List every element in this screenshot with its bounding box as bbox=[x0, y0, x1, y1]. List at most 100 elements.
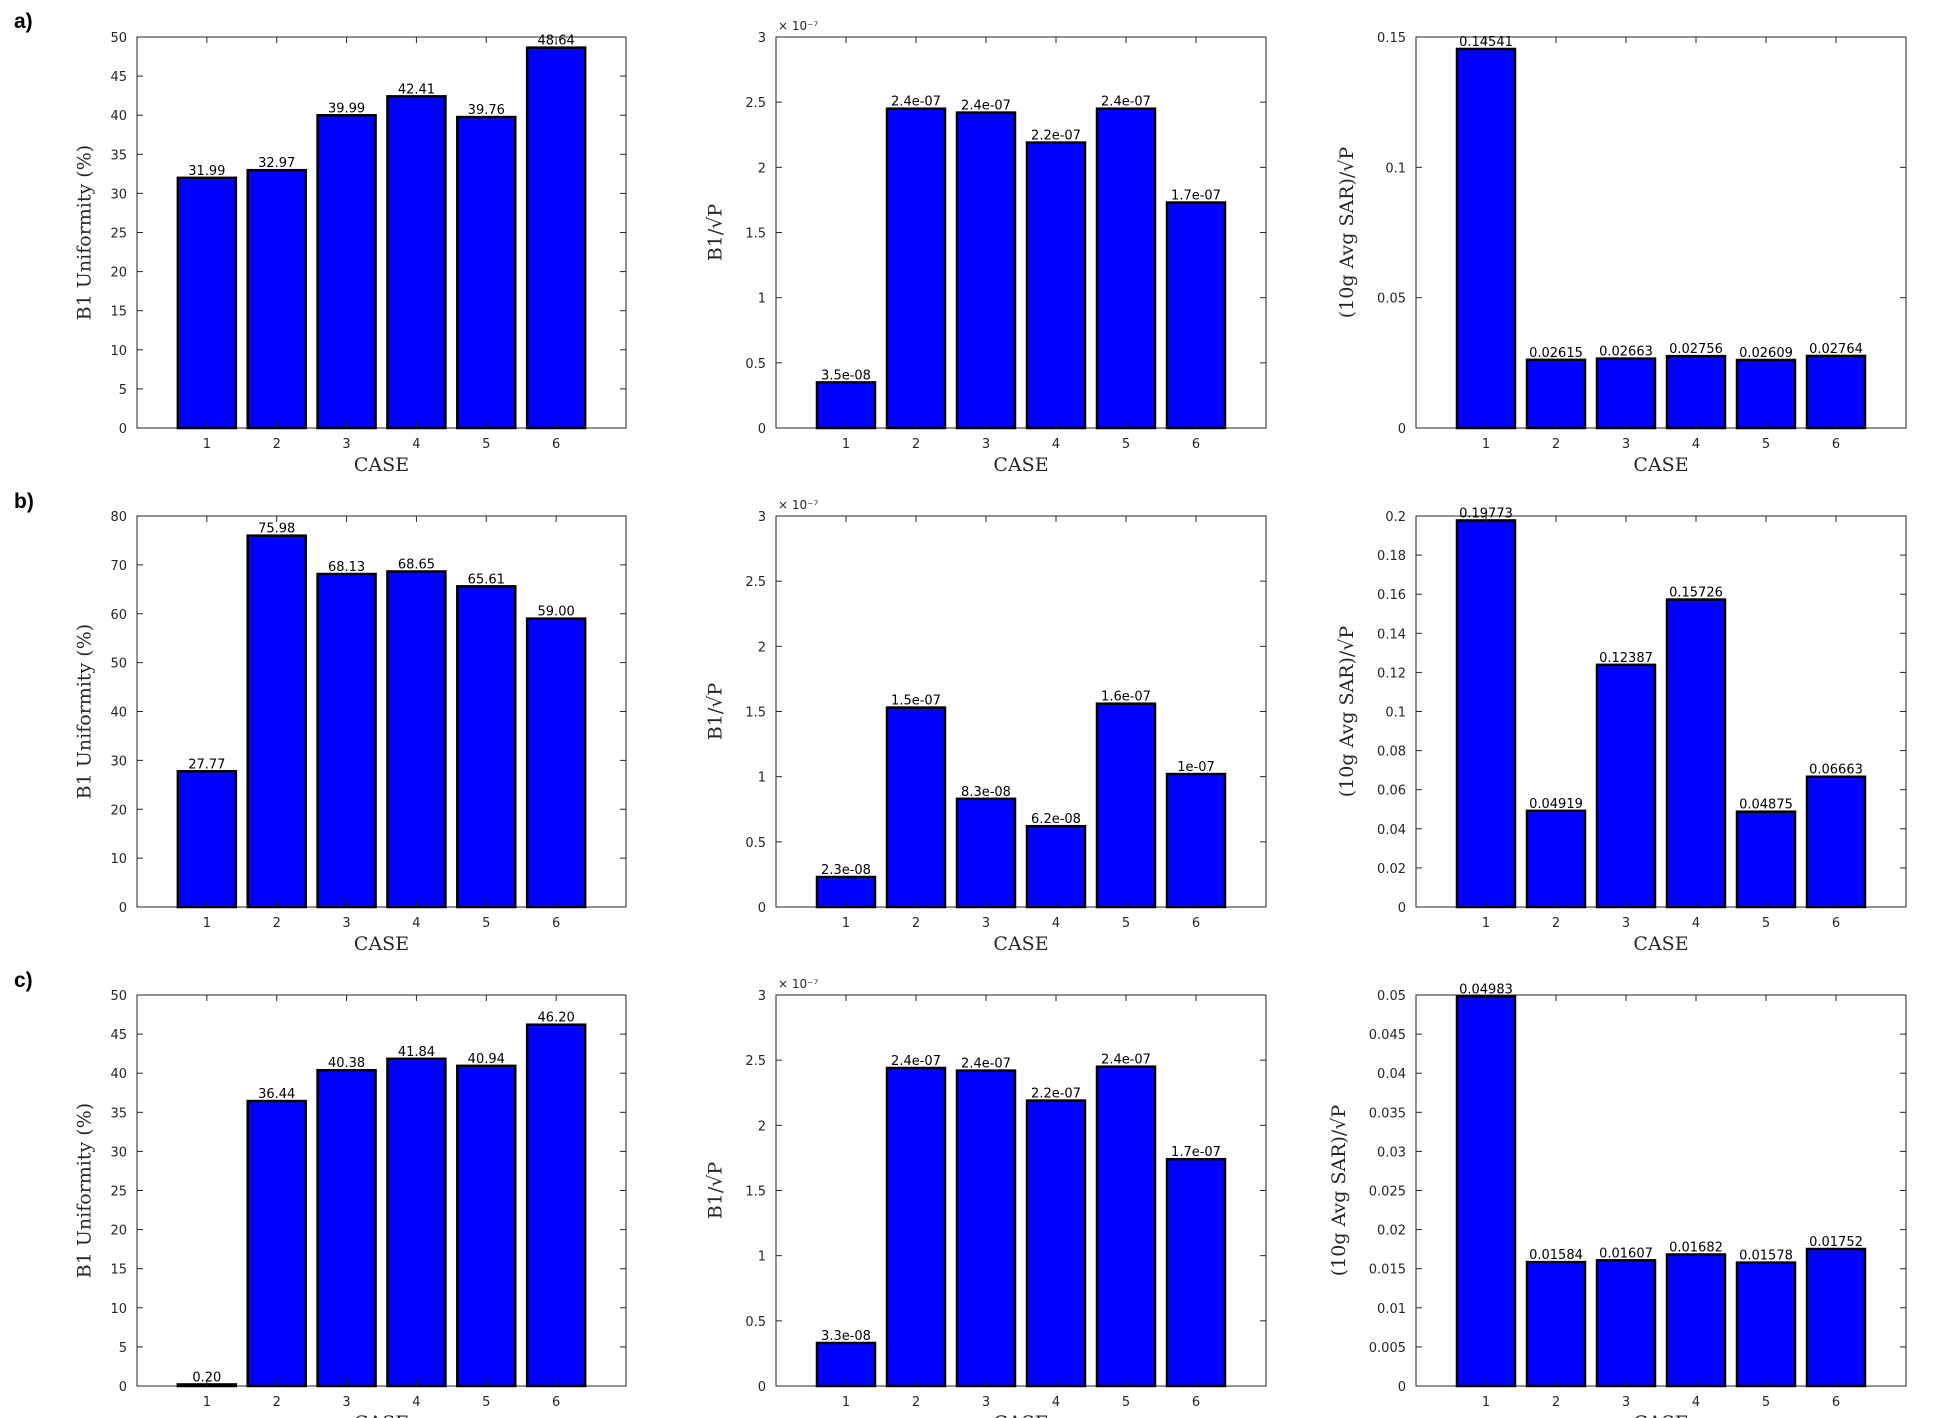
y-tick-label: 1 bbox=[758, 292, 766, 307]
x-axis-title: CASE bbox=[354, 454, 409, 476]
y-tick-label: 60 bbox=[110, 608, 127, 623]
data-label: 40.94 bbox=[468, 1052, 505, 1067]
y-tick-label: 0.01 bbox=[1377, 1302, 1406, 1317]
bar-case-2 bbox=[246, 1099, 307, 1388]
bar-case-6 bbox=[1165, 772, 1227, 909]
data-label: 3.3e-08 bbox=[821, 1329, 871, 1344]
x-tick-label: 6 bbox=[552, 437, 560, 452]
y-tick-label: 0 bbox=[1398, 1380, 1406, 1395]
y-tick-label: 0.04 bbox=[1377, 823, 1406, 838]
x-tick-label: 5 bbox=[1762, 916, 1770, 931]
x-tick-label: 3 bbox=[342, 916, 350, 931]
y-axis-title: (10g Avg SAR)/√P bbox=[1336, 626, 1358, 798]
y-tick-label: 20 bbox=[110, 803, 127, 818]
x-tick-label: 3 bbox=[982, 916, 990, 931]
x-tick-label: 2 bbox=[273, 437, 281, 452]
data-label: 59.00 bbox=[538, 605, 575, 620]
x-axis-title: CASE bbox=[993, 1412, 1048, 1418]
y-tick-label: 0 bbox=[119, 1380, 127, 1395]
bar-case-4 bbox=[1025, 824, 1087, 909]
y-tick-label: 0.04 bbox=[1377, 1067, 1406, 1082]
data-label: 0.04919 bbox=[1529, 797, 1583, 812]
bar-case-3 bbox=[1595, 357, 1657, 430]
data-label: 2.2e-07 bbox=[1031, 1087, 1081, 1102]
y-tick-label: 0 bbox=[1398, 901, 1406, 916]
data-label: 0.12387 bbox=[1599, 651, 1653, 666]
bar-case-3 bbox=[316, 1068, 377, 1388]
panel-label-c: c) bbox=[14, 969, 33, 992]
data-label: 6.2e-08 bbox=[1031, 812, 1081, 827]
x-tick-label: 4 bbox=[1052, 916, 1060, 931]
y-tick-label: 0.08 bbox=[1377, 745, 1406, 760]
chart-8: 3.3e-08 2.4e-07 2.4e-07 2.2e-07 2.4e-07 1.7e-… bbox=[704, 977, 1267, 1418]
y-axis-title: B1 Uniformity (%) bbox=[74, 624, 96, 799]
y-tick-label: 0.1 bbox=[1385, 161, 1406, 176]
bar-case-5 bbox=[456, 115, 517, 430]
x-tick-label: 3 bbox=[1622, 916, 1630, 931]
chart-2: 3.5e-08 2.4e-07 2.4e-07 2.2e-07 2.4e-07 1.7e-… bbox=[704, 19, 1267, 476]
bar-case-5 bbox=[456, 1064, 517, 1388]
data-label: 0.02615 bbox=[1529, 346, 1583, 361]
x-axis-title: CASE bbox=[1633, 454, 1688, 476]
x-tick-label: 4 bbox=[1052, 437, 1060, 452]
x-tick-label: 6 bbox=[1832, 916, 1840, 931]
data-label: 0.02663 bbox=[1599, 345, 1653, 360]
y-tick-label: 0.035 bbox=[1369, 1106, 1406, 1121]
x-tick-label: 6 bbox=[1832, 1395, 1840, 1410]
y-tick-label: 0.015 bbox=[1369, 1263, 1406, 1278]
data-label: 0.02609 bbox=[1739, 346, 1793, 361]
x-tick-label: 3 bbox=[1622, 437, 1630, 452]
x-tick-label: 2 bbox=[912, 1395, 920, 1410]
y-tick-label: 5 bbox=[119, 383, 127, 398]
bar-case-5 bbox=[1095, 1065, 1157, 1388]
y-tick-label: 30 bbox=[110, 1145, 127, 1160]
y-tick-label: 30 bbox=[110, 187, 127, 202]
y-tick-label: 10 bbox=[110, 344, 127, 359]
data-label: 1.7e-07 bbox=[1171, 1145, 1221, 1160]
y-tick-label: 0.5 bbox=[745, 1315, 766, 1330]
y-tick-label: 0.03 bbox=[1377, 1145, 1406, 1160]
y-tick-label: 15 bbox=[110, 305, 127, 320]
y-axis-title: B1 Uniformity (%) bbox=[74, 1103, 96, 1278]
y-tick-label: 0.15 bbox=[1377, 31, 1406, 46]
x-tick-label: 6 bbox=[1192, 1395, 1200, 1410]
bar-case-4 bbox=[1665, 598, 1727, 909]
bar-case-5 bbox=[1095, 702, 1157, 909]
y-tick-label: 0.1 bbox=[1385, 706, 1406, 721]
data-label: 2.3e-08 bbox=[821, 863, 871, 878]
bar-case-6 bbox=[525, 1023, 587, 1388]
data-label: 0.15726 bbox=[1669, 586, 1723, 601]
x-tick-label: 1 bbox=[842, 1395, 850, 1410]
y-tick-label: 0.2 bbox=[1385, 510, 1406, 525]
x-axis-title: CASE bbox=[354, 1412, 409, 1418]
chart-6: 0.197730.049190.123870.157260.048750.066… bbox=[1336, 506, 1907, 955]
y-axis-title: B1/√P bbox=[704, 683, 726, 741]
y-axis-title: B1/√P bbox=[704, 204, 726, 262]
y-tick-label: 2.5 bbox=[745, 96, 766, 111]
bar-case-6 bbox=[1165, 1157, 1227, 1388]
y-tick-label: 30 bbox=[110, 754, 127, 769]
x-tick-label: 2 bbox=[1552, 916, 1560, 931]
x-tick-label: 4 bbox=[412, 1395, 420, 1410]
bar-case-5 bbox=[1735, 1261, 1797, 1388]
bar-case-5 bbox=[456, 585, 517, 909]
x-tick-label: 4 bbox=[1692, 437, 1700, 452]
y-tick-label: 1 bbox=[758, 1250, 766, 1265]
bar-case-1 bbox=[176, 176, 238, 430]
x-tick-label: 6 bbox=[552, 916, 560, 931]
data-label: 65.61 bbox=[468, 572, 505, 587]
y-tick-label: 20 bbox=[110, 266, 127, 281]
x-tick-label: 2 bbox=[1552, 437, 1560, 452]
data-label: 0.19773 bbox=[1459, 506, 1513, 521]
y-tick-label: 0.02 bbox=[1377, 862, 1406, 877]
y-tick-label: 0.025 bbox=[1369, 1185, 1406, 1200]
data-label: 0.01578 bbox=[1739, 1249, 1793, 1264]
data-label: 0.20 bbox=[192, 1370, 221, 1385]
data-label: 0.02756 bbox=[1669, 342, 1723, 357]
data-label: 36.44 bbox=[258, 1087, 295, 1102]
x-tick-label: 3 bbox=[1622, 1395, 1630, 1410]
